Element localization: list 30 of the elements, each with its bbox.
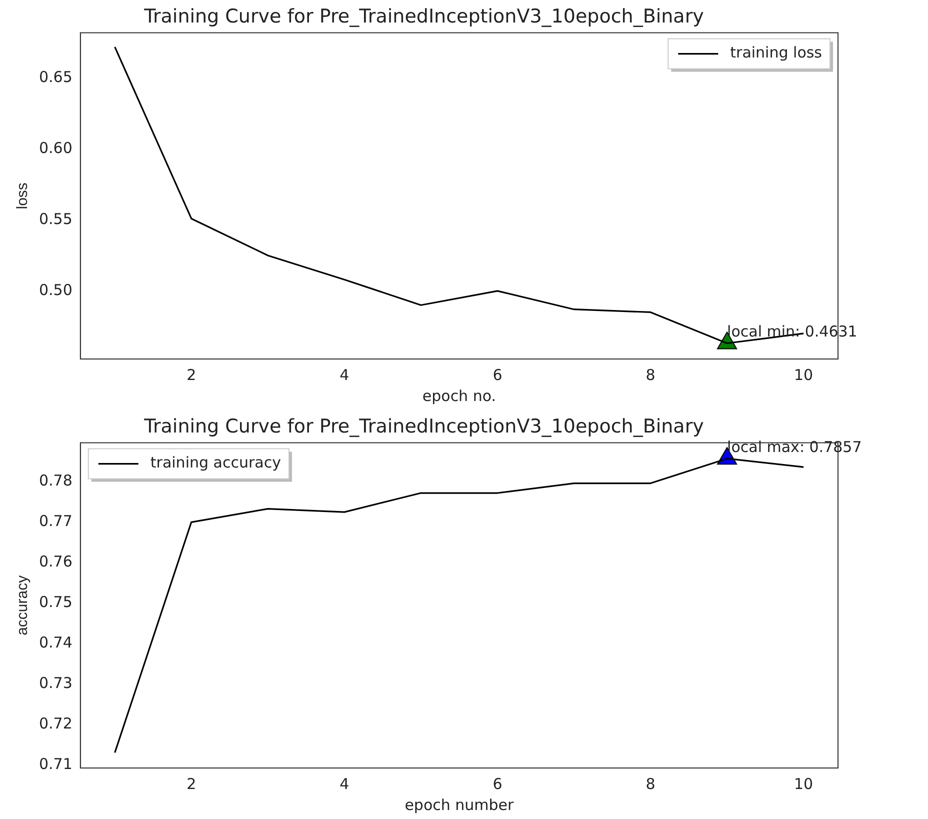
x-tick-label: 2 — [186, 366, 196, 384]
y-tick-label: 0.60 — [38, 138, 72, 157]
x-tick-label: 6 — [492, 366, 502, 384]
y-tick-label: 0.74 — [38, 634, 72, 652]
x-tick-label: 8 — [646, 366, 656, 384]
y-tick-label: 0.65 — [38, 68, 72, 86]
x-tick-label: 10 — [794, 774, 814, 793]
x-tick-label: 4 — [340, 774, 350, 793]
y-tick-label: 0.78 — [38, 472, 72, 490]
x-tick-label: 2 — [186, 774, 196, 793]
legend-label: training accuracy — [150, 454, 282, 472]
y-tick-label: 0.72 — [38, 714, 72, 733]
x-tick-label: 4 — [340, 366, 350, 384]
y-axis-title: accuracy — [14, 574, 32, 636]
x-tick-label: 8 — [646, 774, 656, 793]
chart-title: Training Curve for Pre_TrainedInceptionV3_10epoch_Binary — [143, 415, 704, 438]
chart-title: Training Curve for Pre_TrainedInceptionV3_10epoch_Binary — [143, 5, 704, 28]
y-tick-label: 0.55 — [38, 210, 72, 228]
y-tick-label: 0.76 — [38, 552, 72, 571]
y-tick-label: 0.77 — [38, 512, 72, 530]
x-axis-title: epoch number — [404, 796, 515, 814]
y-tick-label: 0.73 — [38, 674, 72, 692]
x-axis-title: epoch no. — [422, 386, 496, 405]
y-tick-label: 0.75 — [38, 593, 72, 612]
y-tick-label: 0.71 — [38, 755, 72, 774]
x-tick-label: 10 — [794, 366, 814, 384]
x-tick-label: 6 — [492, 774, 502, 793]
y-axis-title: loss — [14, 182, 32, 210]
y-tick-label: 0.50 — [38, 280, 72, 299]
legend-label: training loss — [730, 44, 822, 62]
